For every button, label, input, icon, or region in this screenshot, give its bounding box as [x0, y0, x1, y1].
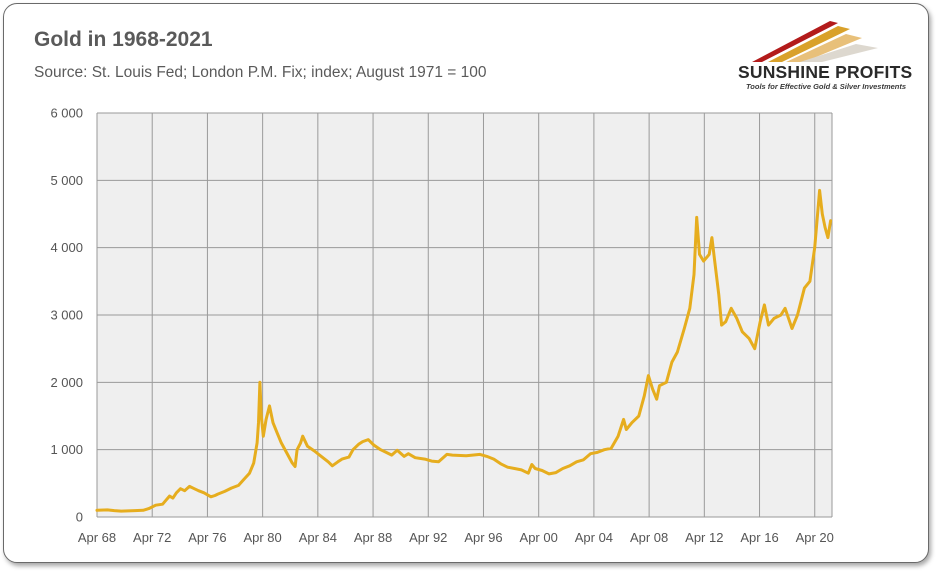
x-tick-label: Apr 72 — [133, 530, 171, 545]
logo-tagline: Tools for Effective Gold & Silver Invest… — [746, 82, 907, 91]
chart-title: Gold in 1968-2021 — [34, 28, 213, 51]
logo-name: SUNSHINE PROFITS — [738, 62, 913, 82]
x-tick-label: Apr 80 — [243, 530, 281, 545]
x-tick-label: Apr 88 — [354, 530, 392, 545]
y-tick-label: 6 000 — [50, 106, 83, 121]
sunshine-profits-logo: SUNSHINE PROFITS Tools for Effective Gol… — [738, 18, 918, 96]
x-tick-label: Apr 68 — [78, 530, 116, 545]
gold-price-line — [95, 188, 833, 513]
y-tick-label: 4 000 — [50, 240, 83, 255]
x-tick-label: Apr 08 — [630, 530, 668, 545]
y-tick-label: 3 000 — [50, 308, 83, 323]
x-tick-label: Apr 16 — [740, 530, 778, 545]
x-tick-label: Apr 12 — [685, 530, 723, 545]
x-tick-label: Apr 84 — [299, 530, 337, 545]
x-tick-label: Apr 76 — [188, 530, 226, 545]
x-tick-label: Apr 20 — [796, 530, 834, 545]
chart-subtitle: Source: St. Louis Fed; London P.M. Fix; … — [34, 64, 487, 81]
sun-rays-logo-icon — [752, 21, 878, 62]
x-tick-label: Apr 96 — [464, 530, 502, 545]
x-tick-label: Apr 04 — [575, 530, 613, 545]
y-tick-label: 1 000 — [50, 442, 83, 457]
x-tick-label: Apr 00 — [520, 530, 558, 545]
x-tick-label: Apr 92 — [409, 530, 447, 545]
y-tick-label: 2 000 — [50, 375, 83, 390]
grid-lines — [96, 112, 833, 518]
y-tick-label: 0 — [76, 510, 83, 525]
y-axis: 0 1 000 2 000 3 000 4 000 5 000 6 000 — [50, 106, 83, 525]
y-tick-label: 5 000 — [50, 173, 83, 188]
x-axis: Apr 68 Apr 72 Apr 76 Apr 80 Apr 84 Apr 88 Apr … — [78, 530, 834, 545]
